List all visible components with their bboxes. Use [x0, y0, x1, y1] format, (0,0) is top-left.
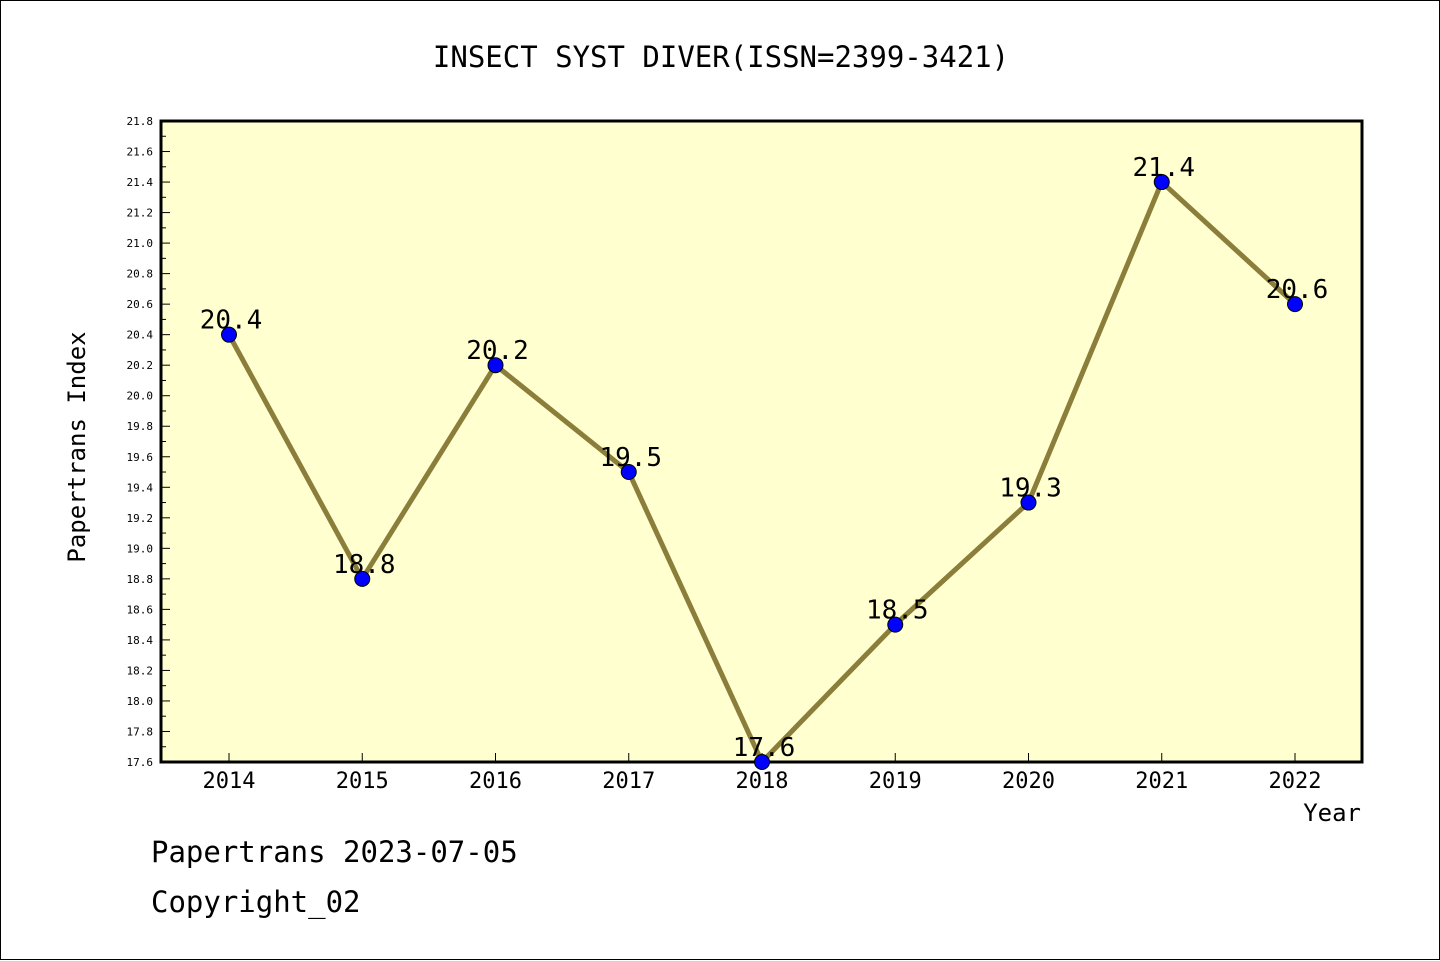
- data-label-2014: 20.4: [200, 306, 263, 336]
- x-tick-label: 2020: [1002, 769, 1055, 794]
- y-tick-label: 20.8: [127, 268, 154, 281]
- data-label-2022: 20.6: [1266, 275, 1329, 305]
- data-label-2016: 20.2: [466, 336, 529, 366]
- data-label-2018: 17.6: [733, 733, 796, 763]
- x-tick-label: 2019: [869, 769, 922, 794]
- y-tick-label: 21.2: [127, 207, 154, 220]
- data-label-2020: 19.3: [999, 474, 1062, 504]
- x-tick-label: 2018: [736, 769, 789, 794]
- series-group: [221, 174, 1303, 770]
- y-axis-label: Papertrans Index: [63, 331, 91, 562]
- data-point-2014: [221, 326, 237, 343]
- y-tick-label: 20.6: [127, 298, 154, 311]
- footer-copyright: Copyright_02: [151, 885, 361, 919]
- data-point-2020: [1020, 494, 1037, 511]
- plot-area: [159, 119, 1364, 764]
- x-tick-label: 2017: [602, 769, 655, 794]
- y-tick-label: 17.8: [127, 725, 154, 738]
- data-point-2017: [620, 464, 637, 481]
- y-tick-label: 19.8: [127, 420, 154, 433]
- y-tick-label: 21.0: [127, 237, 154, 250]
- data-label-2021: 21.4: [1132, 153, 1195, 183]
- data-label-2019: 18.5: [866, 596, 929, 626]
- x-tick-label: 2022: [1269, 769, 1322, 794]
- y-tick-label: 18.2: [127, 664, 154, 677]
- y-axis: 17.6 17.8 18.0 18.2 18.4 18.6 18.8 19.0 19.2 19.4…: [127, 115, 170, 769]
- data-point-2022: [1287, 296, 1303, 313]
- x-tick-label: 2016: [469, 769, 522, 794]
- y-tick-label: 18.8: [127, 573, 154, 586]
- y-tick-label: 18.0: [127, 695, 154, 708]
- x-axis-label: Year: [1303, 799, 1361, 827]
- data-point-2021: [1153, 174, 1170, 191]
- data-point-2016: [487, 357, 504, 374]
- x-axis: 2014 2015 2016 2017 2018 2019 2020 2021 2022: [203, 753, 1322, 794]
- data-point-2018: [754, 754, 770, 770]
- y-tick-label: 18.6: [127, 603, 154, 616]
- y-tick-label: 17.6: [127, 756, 154, 769]
- y-tick-label: 21.4: [127, 176, 154, 189]
- data-point-2019: [887, 616, 904, 633]
- y-tick-label: 19.4: [127, 481, 154, 494]
- x-tick-label: 2021: [1135, 769, 1188, 794]
- y-tick-label: 20.4: [127, 329, 154, 342]
- y-tick-label: 20.2: [127, 359, 154, 372]
- x-tick-label: 2015: [336, 769, 389, 794]
- data-label-2015: 18.8: [333, 550, 396, 580]
- y-tick-label: 19.2: [127, 512, 154, 525]
- y-tick-label: 20.0: [127, 390, 154, 403]
- data-label-2017: 19.5: [599, 443, 662, 473]
- chart-title: INSECT SYST DIVER(ISSN=2399-3421): [433, 40, 1009, 74]
- y-tick-label: 19.0: [127, 542, 154, 555]
- y-tick-label: 19.6: [127, 451, 154, 464]
- x-tick-label: 2014: [203, 769, 256, 794]
- y-tick-label: 21.6: [127, 146, 154, 159]
- y-tick-label: 18.4: [127, 634, 154, 647]
- y-tick-label: 21.8: [127, 115, 154, 128]
- footer-date: Papertrans 2023-07-05: [151, 835, 518, 869]
- data-labels: 20.4 18.8 20.2 19.5 17.6 18.5 19.3 21.4 20.6: [200, 153, 1329, 763]
- data-point-2015: [354, 570, 371, 587]
